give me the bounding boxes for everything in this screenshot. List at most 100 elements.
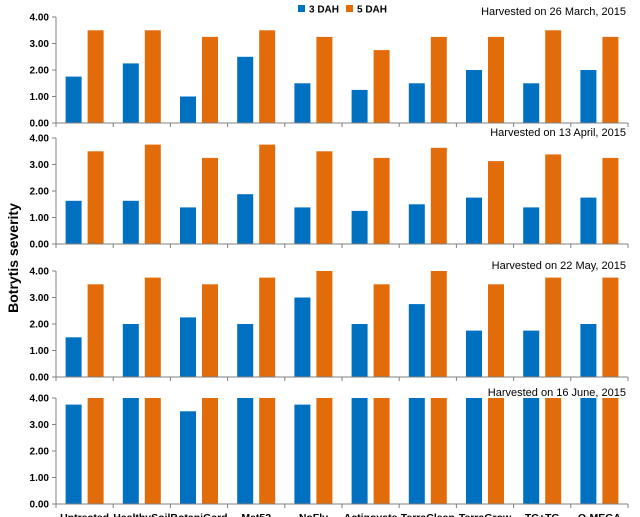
x-tick-label: Actinovate [344, 512, 398, 517]
bar-3dah-tctg [523, 330, 540, 377]
bar-3dah-botanigard [180, 207, 196, 244]
bar-3dah-terragrow [466, 330, 482, 377]
bar-3dah-botanigard [180, 411, 196, 505]
bar-5dah-terragrow [488, 36, 504, 123]
panels: 0.00 1.00 2.00 3.00 4.00 Harvested on 26 Marc… [30, 6, 629, 511]
bar-3dah-met52 [237, 194, 254, 244]
bar-3dah-omega [580, 398, 597, 504]
y-tick-label: 3.00 [30, 160, 50, 171]
bar-3dah-healthysoil [122, 398, 139, 504]
y-tick-label: 0.00 [30, 373, 50, 384]
bar-5dah-tctg [545, 398, 562, 504]
bar-5dah-omega [602, 36, 619, 123]
bar-3dah-healthysoil [122, 63, 139, 123]
x-tick-label: Untreated [60, 512, 109, 517]
y-tick-label: 1.00 [30, 92, 50, 103]
bar-5dah-met52 [259, 398, 276, 504]
bar-3dah-terraclean [408, 304, 425, 377]
bar-5dah-tctg [545, 277, 562, 377]
bar-3dah-met52 [237, 324, 254, 377]
bar-3dah-nofly [294, 83, 311, 124]
bar-5dah-botanigard [202, 36, 218, 123]
y-tick-label: 0.00 [30, 119, 50, 130]
bar-5dah-actinovate [373, 50, 390, 123]
y-tick-label: 1.00 [30, 213, 50, 224]
bar-3dah-untreated [65, 200, 82, 244]
bar-3dah-terragrow [466, 70, 482, 123]
bar-5dah-healthysoil [144, 30, 161, 124]
bar-5dah-met52 [259, 277, 276, 377]
bar-3dah-healthysoil [122, 200, 139, 244]
legend-swatch [346, 5, 353, 12]
bar-3dah-healthysoil [122, 324, 139, 377]
y-tick-label: 2.00 [30, 447, 50, 458]
bar-5dah-terragrow [488, 284, 504, 378]
bar-3dah-met52 [237, 398, 254, 504]
bar-5dah-botanigard [202, 157, 218, 244]
legend: 3 DAH 5 DAH [298, 5, 387, 16]
bar-5dah-nofly [316, 398, 333, 504]
bar-3dah-tctg [523, 207, 540, 244]
bar-3dah-terragrow [466, 197, 482, 244]
bar-5dah-healthysoil [144, 277, 161, 377]
x-tick-label: Met52 [241, 512, 271, 517]
y-tick-label: 3.00 [30, 293, 50, 304]
panel-title: Harvested on 22 May, 2015 [492, 260, 626, 272]
bar-5dah-untreated [87, 151, 104, 245]
bar-5dah-tctg [545, 30, 562, 124]
bar-3dah-nofly [294, 297, 311, 377]
bar-3dah-tctg [523, 83, 540, 124]
bar-3dah-actinovate [351, 89, 368, 123]
bar-5dah-omega [602, 157, 619, 244]
bar-5dah-terraclean [430, 398, 447, 504]
bar-5dah-tctg [545, 154, 562, 244]
bar-5dah-terragrow [488, 398, 504, 504]
bar-3dah-botanigard [180, 96, 196, 123]
y-tick-label: 3.00 [30, 39, 50, 50]
bar-3dah-terragrow [466, 398, 482, 504]
panel-title: Harvested on 16 June, 2015 [488, 387, 626, 399]
y-tick-label: 4.00 [30, 13, 50, 24]
x-tick-label: TerraClean [401, 512, 455, 517]
bar-5dah-omega [602, 277, 619, 377]
legend-label: 3 DAH [309, 5, 339, 16]
bar-3dah-untreated [65, 404, 82, 504]
bar-5dah-botanigard [202, 398, 218, 504]
panel-title: Harvested on 13 April, 2015 [490, 127, 626, 139]
bar-5dah-terraclean [430, 36, 447, 123]
bar-3dah-botanigard [180, 317, 196, 377]
bar-5dah-actinovate [373, 284, 390, 378]
y-tick-label: 4.00 [30, 267, 50, 278]
bar-3dah-terraclean [408, 204, 425, 245]
y-tick-label: 2.00 [30, 320, 50, 331]
panel-3: 0.00 1.00 2.00 3.00 4.00 Harvested on 22 May,… [30, 260, 629, 384]
bar-5dah-healthysoil [144, 144, 161, 244]
bar-3dah-met52 [237, 56, 254, 124]
bar-5dah-actinovate [373, 157, 390, 244]
panel-2: 0.00 1.00 2.00 3.00 4.00 Harvested on 13 Apri… [30, 127, 629, 251]
x-tick-label: BotaniGard [170, 512, 227, 517]
y-axis-label: Botrytis severity [5, 203, 21, 313]
bar-5dah-healthysoil [144, 398, 161, 504]
bar-3dah-actinovate [351, 210, 368, 244]
panel-4: 0.00 1.00 2.00 3.00 4.00 Harvested on 16 June… [30, 387, 629, 511]
bar-5dah-terraclean [430, 271, 447, 377]
x-tick-label: O-MEGA [578, 512, 622, 517]
bar-3dah-terraclean [408, 398, 425, 504]
x-tick-label: TerraGrow [459, 512, 512, 517]
legend-swatch [298, 5, 305, 12]
panel-title: Harvested on 26 March, 2015 [481, 6, 626, 18]
bar-5dah-met52 [259, 144, 276, 244]
bar-3dah-tctg [523, 398, 540, 504]
y-tick-label: 1.00 [30, 473, 50, 484]
y-tick-label: 1.00 [30, 346, 50, 357]
bar-3dah-untreated [65, 76, 82, 123]
y-tick-label: 2.00 [30, 187, 50, 198]
bar-5dah-nofly [316, 36, 333, 123]
y-tick-label: 3.00 [30, 420, 50, 431]
legend-label: 5 DAH [357, 5, 387, 16]
bar-5dah-terraclean [430, 147, 447, 244]
y-tick-label: 2.00 [30, 66, 50, 77]
bar-5dah-nofly [316, 271, 333, 377]
y-tick-label: 4.00 [30, 394, 50, 405]
